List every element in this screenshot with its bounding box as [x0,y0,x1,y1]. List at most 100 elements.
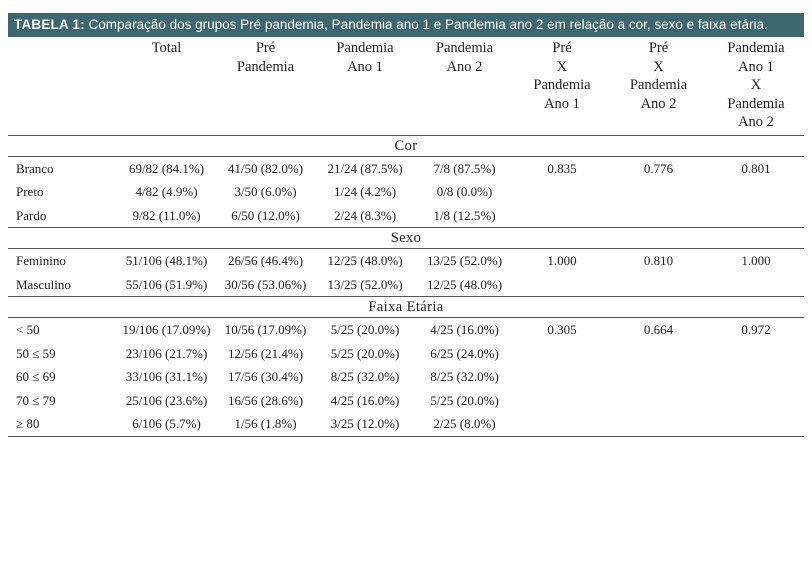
count-cell: 51/106 (48.1%) [118,249,215,273]
count-cell: 3/50 (6.0%) [215,180,316,204]
count-cell: 4/25 (16.0%) [316,389,414,413]
p-value-cell [708,412,804,437]
column-header: Pandemia Ano 1 [316,37,414,135]
table-body: Cor Branco 69/82 (84.1%) 41/50 (82.0%) 21/24… [8,134,804,437]
p-value-cell [708,389,804,413]
cell-value: 1/24 (4.2%) [333,184,397,199]
header-cell-empty [8,37,118,135]
section-title: Sexo [8,227,804,249]
table-caption: TABELA 1: Comparação dos grupos Pré pand… [8,13,804,37]
cell-value: 12/25 (48.0%) [426,276,503,292]
cell-value: 9/82 (11.0%) [132,207,201,223]
count-cell: 10/56 (17.09%) [215,318,316,342]
cell-value: 21/24 (87.5%) [327,160,403,176]
row-label: Masculino [16,276,71,292]
cell-value: 19/106 (17.09%) [122,322,211,337]
count-cell: 9/82 (11.0%) [118,204,215,228]
cell-value: 8/25 (32.0%) [330,369,400,384]
count-cell: 26/56 (46.4%) [215,249,316,273]
p-value-cell [515,389,609,413]
p-value-cell [515,204,609,228]
column-header-line: X [653,58,664,75]
count-cell: 6/50 (12.0%) [215,204,316,228]
column-header-line: Ano 2 [738,114,774,130]
count-cell: 0/8 (0.0%) [414,180,515,204]
row-label: 70 ≤ 79 [16,392,56,408]
section-header-row: Cor [8,134,804,157]
p-value-cell [609,204,708,228]
column-header: Total [118,37,215,135]
column-header-line: Pré [552,40,572,56]
count-cell: 1/8 (12.5%) [414,204,515,228]
cell-value: 1.000 [741,253,771,268]
p-value-cell [515,412,609,437]
p-value-cell: 0.776 [609,156,708,180]
count-cell: 3/25 (12.0%) [316,412,414,437]
table-row: Branco 69/82 (84.1%) 41/50 (82.0%) 21/24 (8… [8,156,804,180]
cell-value: 6/50 (12.0%) [231,207,300,223]
column-header: Pré Pandemia [215,37,316,135]
header-row: Total Pré Pandemia Pandemia Ano 1 Pandemia Ano… [8,37,804,135]
p-value-cell [515,342,609,366]
table-row: Feminino 51/106 (48.1%) 26/56 (46.4%) 12/25… [8,249,804,273]
table-row: < 50 19/106 (17.09%) 10/56 (17.09%) 5/25 (2… [8,318,804,342]
count-cell: 25/106 (23.6%) [118,389,215,413]
data-table: Total Pré Pandemia Pandemia Ano 1 Pandemia Ano… [8,37,804,437]
count-cell: 1/56 (1.8%) [215,412,316,437]
column-header-line: Pandemia [236,58,295,75]
cell-value: 1/56 (1.8%) [234,416,297,431]
p-value-cell: 0.664 [609,318,708,342]
table-row: ≥ 80 6/106 (5.7%) 1/56 (1.8%) 3/25 (12.0%) 2… [8,412,804,437]
section-title: Cor [8,134,804,157]
count-cell: 7/8 (87.5%) [414,156,515,180]
table-row: 60 ≤ 69 33/106 (31.1%) 17/56 (30.4%) 8/25 (… [8,365,804,389]
p-value-cell [708,273,804,297]
row-label: < 50 [16,322,40,337]
cell-value: 55/106 (51.9%) [125,276,208,292]
cell-value: 26/56 (46.4%) [227,253,304,268]
count-cell: 4/25 (16.0%) [414,318,515,342]
count-cell: 30/56 (53.06%) [215,273,316,297]
column-header-line: Pandemia [727,95,785,112]
row-label: Preto [16,184,44,199]
p-value-cell: 0.810 [609,249,708,273]
p-value-cell: 1.000 [515,249,609,273]
column-header-line: Ano 1 [347,58,383,75]
cell-value: 2/25 (8.0%) [433,416,496,431]
count-cell: 12/25 (48.0%) [414,273,515,297]
section-title: Faixa Etária [8,296,804,318]
cell-value: 8/25 (32.0%) [430,369,499,384]
column-header-line: X [556,58,568,75]
count-cell: 5/25 (20.0%) [414,389,515,413]
count-cell: 41/50 (82.0%) [215,156,316,180]
table-header: Total Pré Pandemia Pandemia Ano 1 Pandemia Ano… [8,37,804,135]
count-cell: 6/106 (5.7%) [118,412,215,437]
count-cell: 19/106 (17.09%) [118,318,215,342]
cell-value: 0.801 [741,160,771,176]
table-row: 50 ≤ 59 23/106 (21.7%) 12/56 (21.4%) 5/25 (… [8,342,804,366]
p-value-cell [609,412,708,437]
cell-value: 5/25 (20.0%) [330,345,400,361]
column-header: Pandemia Ano 1 X Pandemia Ano 2 [708,37,804,135]
count-cell: 13/25 (52.0%) [316,273,414,297]
count-cell: 69/82 (84.1%) [118,156,215,180]
cell-value: 6/106 (5.7%) [132,416,201,431]
cell-value: 3/25 (12.0%) [330,416,400,431]
count-cell: 8/25 (32.0%) [414,365,515,389]
count-cell: 17/56 (30.4%) [215,365,316,389]
cell-value: 3/50 (6.0%) [234,184,297,199]
column-header-line: Pandemia [533,77,591,93]
p-value-cell: 0.801 [708,156,804,180]
column-header-line: Pandemia [336,40,394,56]
table-row: Pardo 9/82 (11.0%) 6/50 (12.0%) 2/24 (8.3%)… [8,204,804,228]
cell-value: 12/25 (48.0%) [327,253,403,268]
cell-value: 13/25 (52.0%) [426,253,503,268]
count-cell: 55/106 (51.9%) [118,273,215,297]
p-value-cell: 0.972 [708,318,804,342]
cell-value: 0.972 [741,322,771,337]
cell-value: 0.810 [643,253,674,268]
cell-value: 13/25 (52.0%) [327,276,403,292]
count-cell: 12/25 (48.0%) [316,249,414,273]
cell-value: 0.776 [643,160,674,176]
column-header-line: Pandemia [435,40,494,56]
